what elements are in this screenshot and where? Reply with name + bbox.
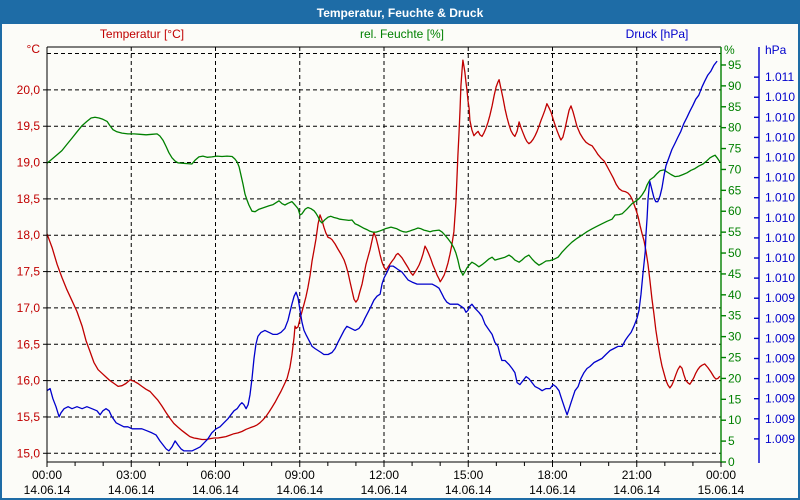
- time-axis-time-label: 00:00: [32, 468, 62, 482]
- pressure-axis-tick-label: 1.009: [765, 412, 795, 426]
- temperature-axis-tick-label: 20,0: [17, 83, 41, 97]
- temperature-axis-tick-label: 16,5: [17, 337, 41, 351]
- humidity-axis-tick-label: 90: [728, 79, 742, 93]
- time-axis-date-label: 14.06.14: [445, 483, 492, 497]
- humidity-axis-tick-label: 55: [728, 225, 742, 239]
- time-axis-time-label: 06:00: [200, 468, 230, 482]
- humidity-axis-tick-label: 30: [728, 330, 742, 344]
- pressure-axis-tick-label: 1.009: [765, 291, 795, 305]
- time-axis-date-label: 14.06.14: [613, 483, 660, 497]
- time-axis-time-label: 09:00: [285, 468, 315, 482]
- pressure-axis-tick-label: 1.009: [765, 311, 795, 325]
- series-humidity-line: [46, 116, 721, 276]
- humidity-axis-tick-label: 75: [728, 142, 742, 156]
- humidity-axis-tick-label: 50: [728, 246, 742, 260]
- pressure-axis-tick-label: 1.010: [765, 191, 795, 205]
- pressure-axis-tick-label: 1.010: [765, 90, 795, 104]
- humidity-axis-tick-label: 10: [728, 413, 742, 427]
- humidity-axis-tick-label: 35: [728, 309, 742, 323]
- time-axis-date-label: 14.06.14: [192, 483, 239, 497]
- temperature-unit-label: °C: [26, 42, 40, 56]
- temperature-axis-tick-label: 16,0: [17, 374, 41, 388]
- pressure-axis-tick-label: 1.010: [765, 171, 795, 185]
- window-titlebar: Temperatur, Feuchte & Druck: [2, 2, 798, 24]
- time-axis-time-label: 21:00: [622, 468, 652, 482]
- time-axis-time-label: 18:00: [537, 468, 567, 482]
- time-axis-date-label: 14.06.14: [108, 483, 155, 497]
- humidity-axis-tick-label: 20: [728, 371, 742, 385]
- humidity-axis-tick-label: 70: [728, 162, 742, 176]
- pressure-unit-label: hPa: [765, 43, 787, 57]
- pressure-axis-tick-label: 1.010: [765, 211, 795, 225]
- series-temperature-line: [46, 59, 721, 441]
- humidity-axis-tick-label: 95: [728, 58, 742, 72]
- temperature-axis-tick-label: 17,5: [17, 265, 41, 279]
- pressure-axis-tick-label: 1.011: [765, 70, 794, 84]
- temperature-axis-tick-label: 18,0: [17, 228, 41, 242]
- humidity-axis-tick-label: 65: [728, 183, 742, 197]
- humidity-axis-tick-label: 80: [728, 121, 742, 135]
- time-axis-date-label: 14.06.14: [276, 483, 323, 497]
- temperature-axis-tick-label: 15,0: [17, 446, 41, 460]
- humidity-axis-tick-label: 40: [728, 288, 742, 302]
- pressure-axis-tick-label: 1.010: [765, 231, 795, 245]
- time-axis-date-label: 14.06.14: [529, 483, 576, 497]
- series-pressure-line: [46, 60, 718, 452]
- pressure-axis-tick-label: 1.009: [765, 392, 795, 406]
- time-axis-date-label: 14.06.14: [24, 483, 71, 497]
- humidity-unit-label: %: [724, 43, 735, 57]
- humidity-axis-tick-label: 0: [728, 455, 735, 469]
- temperature-axis-tick-label: 18,5: [17, 192, 41, 206]
- temperature-axis-tick-label: 19,5: [17, 119, 41, 133]
- time-axis-time-label: 00:00: [706, 468, 736, 482]
- humidity-axis-tick-label: 85: [728, 100, 742, 114]
- pressure-axis-tick-label: 1.009: [765, 372, 795, 386]
- pressure-axis-tick-label: 1.009: [765, 432, 795, 446]
- pressure-axis-tick-label: 1.009: [765, 352, 795, 366]
- time-axis-date-label: 14.06.14: [361, 483, 408, 497]
- humidity-axis-tick-label: 45: [728, 267, 742, 281]
- temperature-axis-tick-label: 17,0: [17, 301, 41, 315]
- pressure-axis-tick-label: 1.010: [765, 271, 795, 285]
- axis-title-humidity: rel. Feuchte [%]: [359, 27, 445, 41]
- humidity-axis-tick-label: 60: [728, 204, 742, 218]
- temperature-axis-tick-label: 19,0: [17, 156, 41, 170]
- temperature-axis-tick-label: 15,5: [17, 410, 41, 424]
- pressure-axis-tick-label: 1.009: [765, 331, 795, 345]
- time-axis-time-label: 03:00: [116, 468, 146, 482]
- humidity-axis-tick-label: 5: [728, 434, 735, 448]
- humidity-axis-tick-label: 25: [728, 351, 742, 365]
- pressure-axis-tick-label: 1.010: [765, 130, 795, 144]
- time-axis-date-label: 15.06.14: [698, 483, 745, 497]
- pressure-axis-tick-label: 1.010: [765, 151, 795, 165]
- pressure-axis-tick-label: 1.010: [765, 110, 795, 124]
- time-axis-time-label: 12:00: [369, 468, 399, 482]
- time-axis-time-label: 15:00: [453, 468, 483, 482]
- axis-title-temperature: Temperatur [°C]: [99, 27, 185, 41]
- axis-title-pressure: Druck [hPa]: [625, 27, 689, 41]
- humidity-axis-tick-label: 15: [728, 392, 742, 406]
- window-title: Temperatur, Feuchte & Druck: [316, 6, 484, 20]
- pressure-axis-tick-label: 1.010: [765, 251, 795, 265]
